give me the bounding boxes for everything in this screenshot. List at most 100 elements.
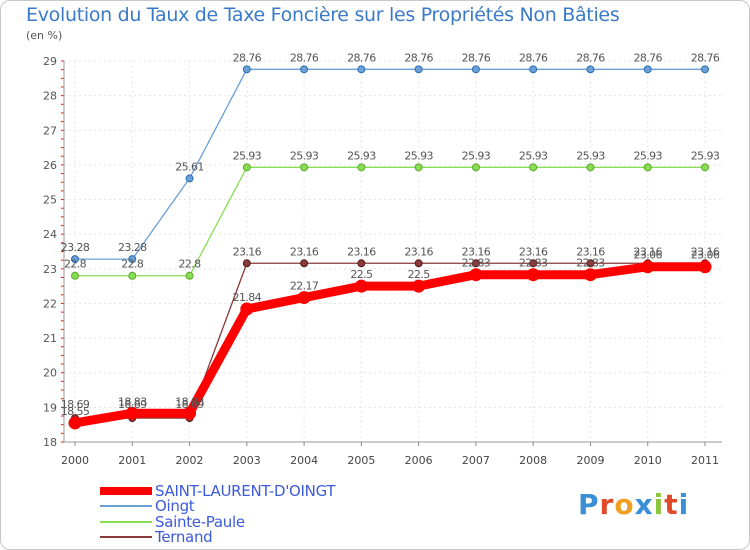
legend-label-sainte-paule: Sainte-Paule — [155, 513, 245, 531]
data-label: 18.69 — [118, 398, 147, 411]
data-point — [643, 65, 652, 74]
data-point — [242, 163, 251, 172]
legend-label-ternand: Ternand — [155, 528, 213, 546]
data-label: 23.16 — [404, 245, 433, 258]
data-point — [529, 163, 538, 172]
data-point — [128, 255, 137, 264]
data-point — [185, 174, 194, 183]
data-label: 25.93 — [233, 149, 262, 162]
plot-area — [64, 61, 722, 442]
data-point — [242, 65, 251, 74]
data-point — [526, 268, 540, 282]
y-tick-label: 23 — [43, 263, 57, 276]
data-label: 18.69 — [175, 398, 204, 411]
legend-label-saint-laurent: SAINT-LAURENT-D'OINGT — [155, 482, 336, 500]
data-label: 25.93 — [290, 149, 319, 162]
legend-item-saint-laurent[interactable]: SAINT-LAURENT-D'OINGT — [100, 482, 400, 500]
legend-item-oingt[interactable]: Oingt — [100, 497, 400, 515]
data-label: 25.61 — [175, 160, 204, 173]
y-tick-label: 27 — [43, 124, 57, 137]
data-label: 22.8 — [178, 258, 201, 271]
data-label: 23.28 — [61, 241, 90, 254]
x-tick-label: 2006 — [405, 454, 433, 467]
logo-letter: r — [599, 488, 615, 521]
data-label: 23.16 — [233, 245, 262, 258]
data-point — [471, 163, 480, 172]
data-point — [701, 65, 709, 74]
data-label: 22.83 — [576, 257, 605, 270]
x-tick-label: 2000 — [61, 454, 89, 467]
x-tick-label: 2002 — [176, 454, 204, 467]
data-label: 18.69 — [61, 398, 90, 411]
data-point — [357, 259, 366, 268]
data-label: 28.76 — [404, 51, 433, 64]
legend-swatch-saint-laurent — [100, 487, 152, 495]
data-point — [68, 416, 82, 430]
data-point — [300, 163, 309, 172]
y-tick-label: 25 — [43, 194, 57, 207]
y-tick-label: 20 — [43, 367, 57, 380]
data-label: 23.06 — [691, 249, 720, 262]
logo-letter: x — [634, 488, 654, 521]
y-tick-label: 26 — [43, 159, 57, 172]
data-label: 22.83 — [462, 257, 491, 270]
data-label: 18.83 — [175, 395, 204, 408]
data-point — [300, 65, 309, 74]
data-point — [240, 302, 254, 316]
y-tick-label: 24 — [43, 228, 57, 241]
data-label: 28.76 — [290, 51, 319, 64]
logo-letter: o — [614, 488, 635, 521]
data-point — [586, 163, 595, 172]
legend-swatch-ternand — [100, 536, 152, 538]
data-point — [128, 271, 137, 280]
data-point — [354, 279, 368, 293]
data-label: 28.76 — [519, 51, 548, 64]
series-line — [74, 68, 706, 260]
y-tick-label: 28 — [43, 90, 57, 103]
logo-letter: i — [678, 488, 690, 521]
data-label: 23.16 — [519, 245, 548, 258]
data-point — [414, 163, 423, 172]
data-label: 25.93 — [519, 149, 548, 162]
logo-letter: t — [664, 488, 679, 521]
data-point — [300, 259, 309, 268]
x-tick-label: 2004 — [290, 454, 318, 467]
x-tick-label: 2005 — [347, 454, 375, 467]
data-label: 28.76 — [462, 51, 491, 64]
chart-title: Evolution du Taux de Taxe Foncière sur l… — [26, 4, 620, 26]
legend-item-sainte-paule[interactable]: Sainte-Paule — [100, 513, 400, 531]
y-tick-label: 18 — [43, 436, 57, 449]
data-label: 23.06 — [633, 249, 662, 262]
chart-subtitle: (en %) — [26, 29, 63, 42]
data-label: 28.76 — [347, 51, 376, 64]
data-point — [583, 268, 597, 282]
data-label: 23.16 — [576, 245, 605, 258]
data-label: 28.76 — [233, 51, 262, 64]
data-label: 23.16 — [633, 245, 662, 258]
data-label: 22.83 — [519, 257, 548, 270]
data-label: 28.76 — [691, 51, 720, 64]
data-point — [185, 271, 194, 280]
logo-letter: P — [578, 488, 600, 521]
data-point — [183, 406, 197, 420]
data-label: 28.76 — [576, 51, 605, 64]
data-label: 23.16 — [290, 245, 319, 258]
legend-item-ternand[interactable]: Ternand — [100, 528, 400, 546]
data-label: 22.5 — [350, 268, 373, 281]
series-line — [74, 166, 706, 277]
data-point — [471, 259, 480, 268]
series-line — [70, 262, 710, 428]
x-tick-label: 2007 — [462, 454, 490, 467]
data-point — [698, 260, 712, 274]
legend-swatch-oingt — [100, 505, 152, 507]
data-label: 22.8 — [64, 258, 87, 271]
legend-label-oingt: Oingt — [155, 497, 195, 515]
x-tick-label: 2001 — [118, 454, 146, 467]
y-tick-label: 22 — [43, 297, 57, 310]
data-point — [701, 163, 709, 172]
data-label: 25.93 — [633, 149, 662, 162]
x-tick-label: 2003 — [233, 454, 261, 467]
data-point — [71, 255, 79, 264]
data-point — [357, 163, 366, 172]
data-label: 23.16 — [347, 245, 376, 258]
